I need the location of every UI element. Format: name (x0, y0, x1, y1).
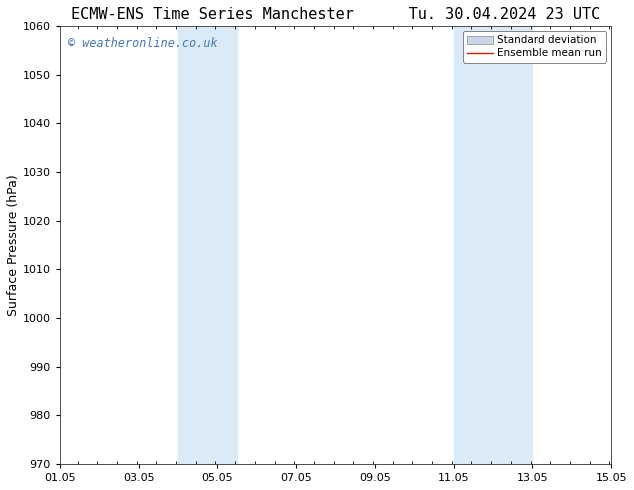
Bar (454, 26, 533, 464)
Title: ECMW-ENS Time Series Manchester      Tu. 30.04.2024 23 UTC: ECMW-ENS Time Series Manchester Tu. 30.0… (71, 7, 600, 22)
Y-axis label: Surface Pressure (hPa): Surface Pressure (hPa) (7, 174, 20, 316)
Bar (178, 26, 237, 464)
Text: © weatheronline.co.uk: © weatheronline.co.uk (68, 37, 217, 50)
Legend: Standard deviation, Ensemble mean run: Standard deviation, Ensemble mean run (463, 31, 606, 63)
